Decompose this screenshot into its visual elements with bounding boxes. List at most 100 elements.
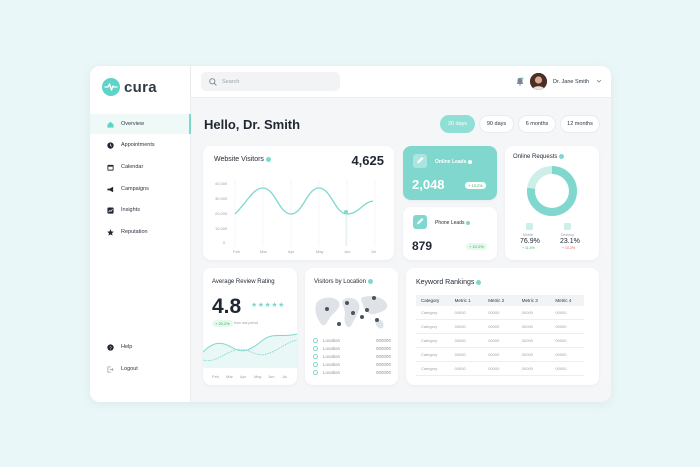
clock-icon (107, 141, 114, 149)
sidebar-item-calendar[interactable]: Calendar (90, 157, 191, 177)
sidebar-item-label: Reputation (121, 229, 148, 235)
column-header[interactable]: Metric 1 (454, 298, 471, 303)
search-input[interactable]: Search (201, 72, 340, 91)
map-landmass (342, 297, 360, 328)
map-pin[interactable] (375, 318, 379, 322)
info-icon[interactable] (559, 154, 565, 159)
online-leads-change: + 13.2% (465, 182, 486, 189)
list-item[interactable]: Location 000000 (313, 346, 391, 351)
sidebar-item-reputation[interactable]: Reputation (90, 222, 191, 242)
table-cell: 00000 (555, 324, 567, 329)
rating-series-line (203, 333, 297, 353)
location-value: 000000 (375, 370, 391, 375)
table-cell: 00000 (454, 338, 466, 343)
map-pin[interactable] (360, 315, 364, 319)
location-value: 000000 (375, 338, 391, 343)
x-tick-label: Mar (226, 374, 234, 379)
desktop-change: + 10.2% (562, 246, 575, 250)
card-title-text: Phone Leads (435, 220, 465, 226)
rating-area-fill (203, 334, 297, 368)
rating-series-line-secondary (203, 339, 297, 362)
x-tick-label: May (254, 374, 262, 379)
help-icon: ? (107, 343, 114, 351)
rating-change: + 20.2% (212, 320, 233, 327)
search-icon (209, 77, 217, 86)
visitors-location-title: Visitors by Location (314, 279, 373, 285)
table-row[interactable]: Category 00000 00000 00000 00000 (416, 320, 584, 334)
column-header[interactable]: Category (421, 298, 440, 303)
map-pin[interactable] (365, 308, 369, 312)
table-cell: Category (421, 310, 438, 315)
table-cell: 00000 (488, 324, 500, 329)
table-row[interactable]: Category 00000 00000 00000 00000 (416, 334, 584, 348)
home-icon (107, 121, 114, 128)
info-icon[interactable] (367, 279, 373, 284)
card-title-text: Average Review Rating (212, 279, 275, 285)
table-row[interactable]: Category 00000 00000 00000 00000 (416, 362, 584, 376)
table-row[interactable]: Category 00000 00000 00000 00000 (416, 306, 584, 320)
logo-text: cura (124, 78, 157, 96)
info-icon[interactable] (468, 159, 473, 164)
table-row[interactable]: Category 00000 00000 00000 00000 (416, 348, 584, 362)
range-90-days[interactable]: 90 days (479, 115, 514, 133)
table-cell: Category (421, 366, 438, 371)
rating-change-note: from last period (234, 321, 259, 325)
keyword-rankings-title: Keyword Rankings (416, 279, 482, 286)
column-header[interactable]: Metric 4 (555, 298, 572, 303)
list-item[interactable]: Location 000000 (313, 354, 391, 359)
sidebar-item-overview[interactable]: Overview (90, 114, 191, 134)
info-icon[interactable] (476, 279, 482, 285)
requests-donut-chart (526, 166, 577, 230)
donut-mobile-slice (527, 166, 577, 216)
avatar[interactable] (530, 73, 547, 90)
column-header[interactable]: Metric 3 (521, 298, 538, 303)
user-name[interactable]: Dr. Jane Smith (553, 79, 590, 85)
online-leads-title: Online Leads (435, 159, 473, 165)
world-map (315, 296, 388, 329)
column-header[interactable]: Metric 2 (488, 298, 505, 303)
info-icon[interactable] (466, 220, 471, 225)
sidebar-item-campaigns[interactable]: Campaigns (90, 179, 191, 199)
map-pin[interactable] (325, 307, 329, 311)
logo-icon (102, 78, 120, 96)
list-item[interactable]: Location 000000 (313, 362, 391, 367)
map-pin[interactable] (337, 322, 341, 326)
location-value: 000000 (375, 362, 391, 367)
card-title-text: Visitors by Location (314, 279, 366, 286)
table-cell: Category (421, 352, 438, 357)
x-tick-label: Apr (288, 249, 295, 254)
range-12-months[interactable]: 12 months (560, 115, 600, 133)
mobile-icon (526, 223, 533, 230)
table-cell: Category (421, 324, 438, 329)
list-item[interactable]: Location 000000 (313, 338, 391, 343)
location-label: Location (323, 362, 341, 367)
y-tick-label: 30,000 (215, 196, 228, 201)
range-6-months[interactable]: 6 months (518, 115, 556, 133)
mobile-value: 76.9% (520, 238, 540, 245)
logo[interactable]: cura (102, 78, 157, 96)
sidebar-item-help[interactable]: ? Help (90, 337, 191, 357)
range-30-days[interactable]: 30 days (440, 115, 475, 133)
phone-leads-change: + 10.2% (466, 243, 487, 250)
info-icon[interactable] (265, 156, 271, 162)
sidebar-item-insights[interactable]: Insights (90, 200, 191, 220)
sidebar-item-logout[interactable]: Logout (90, 359, 191, 379)
visitors-series-line (234, 187, 374, 215)
map-pin[interactable] (372, 296, 376, 300)
chevron-down-icon[interactable] (596, 78, 602, 84)
list-item[interactable]: Location 000000 (313, 370, 391, 375)
desktop-label: Desktop (561, 233, 574, 237)
table-cell: 00000 (488, 310, 500, 315)
table-header: Category Metric 1 Metric 2 Metric 3 Metr… (416, 295, 584, 306)
sidebar-item-appointments[interactable]: Appointments (90, 135, 191, 155)
hover-point[interactable] (344, 210, 348, 214)
calendar-icon (107, 164, 114, 171)
card-title-text: Website Visitors (214, 156, 264, 163)
bell-icon[interactable] (516, 77, 524, 86)
sidebar-item-label: Overview (121, 121, 144, 127)
table-cell: 00000 (521, 324, 533, 329)
map-pin[interactable] (345, 301, 349, 305)
x-tick-label: May (316, 249, 324, 254)
map-pin[interactable] (351, 311, 355, 315)
rating-trend-chart: Feb Mar Apr May Jun Jul (203, 333, 297, 379)
